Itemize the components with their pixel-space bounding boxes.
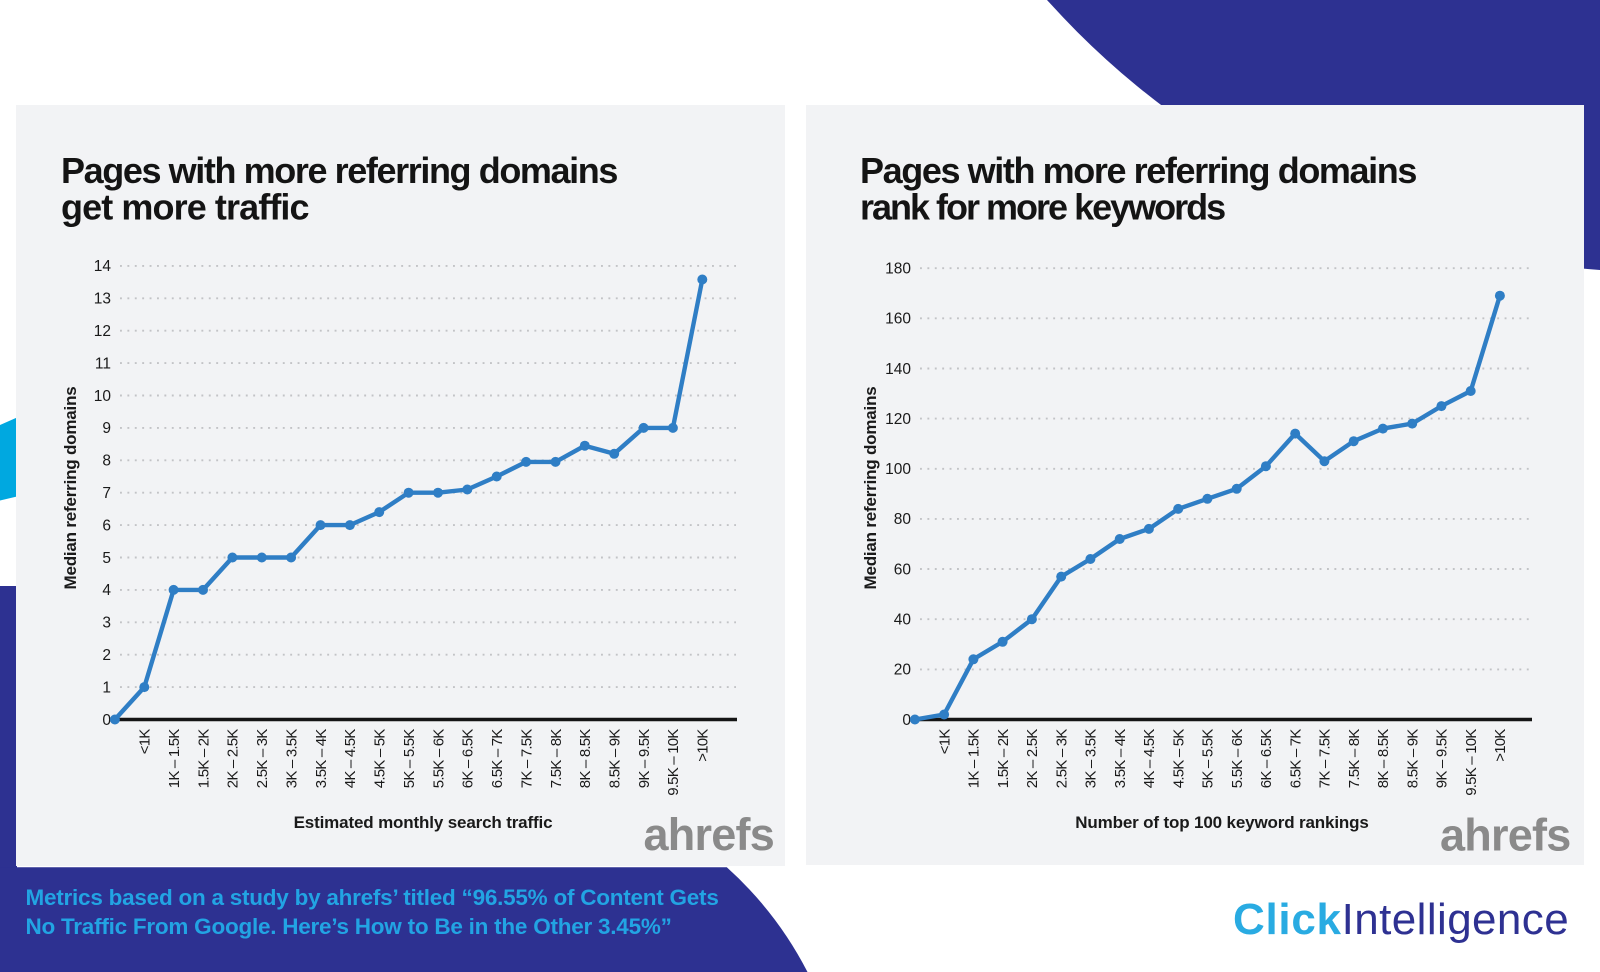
svg-text:40: 40: [894, 612, 912, 629]
svg-text:7.5K – 8K: 7.5K – 8K: [1346, 729, 1363, 788]
svg-text:2: 2: [102, 647, 111, 664]
svg-text:2.5K – 3K: 2.5K – 3K: [254, 729, 271, 788]
svg-text:7.5K – 8K: 7.5K – 8K: [548, 729, 565, 788]
svg-text:8K – 8.5K: 8K – 8.5K: [1375, 729, 1392, 788]
svg-text:11: 11: [95, 355, 111, 372]
svg-text:9.5K – 10K: 9.5K – 10K: [665, 729, 682, 796]
svg-text:6: 6: [102, 517, 111, 534]
svg-text:180: 180: [885, 261, 911, 278]
svg-text:8.5K – 9K: 8.5K – 9K: [607, 729, 624, 788]
svg-text:rank for more keywords: rank for more keywords: [860, 187, 1225, 228]
svg-text:3K – 3.5K: 3K – 3.5K: [1083, 729, 1100, 788]
svg-text:ahrefs: ahrefs: [1440, 810, 1571, 861]
svg-text:3.5K – 4K: 3.5K – 4K: [1112, 729, 1129, 788]
svg-text:0: 0: [102, 712, 111, 729]
svg-text:5.5K – 6K: 5.5K – 6K: [430, 729, 447, 788]
svg-text:Pages with more referring doma: Pages with more referring domains: [61, 150, 617, 191]
svg-text:10: 10: [94, 388, 112, 405]
svg-text:4K – 4.5K: 4K – 4.5K: [1141, 729, 1158, 788]
svg-text:14: 14: [94, 258, 112, 275]
svg-text:9K – 9.5K: 9K – 9.5K: [1434, 729, 1451, 788]
svg-text:3K – 3.5K: 3K – 3.5K: [283, 729, 300, 788]
svg-text:1.5K – 2K: 1.5K – 2K: [995, 729, 1012, 788]
svg-text:Metrics based on a study by ah: Metrics based on a study by ahrefs’ titl…: [26, 885, 719, 910]
svg-text:2K – 2.5K: 2K – 2.5K: [225, 729, 242, 788]
svg-text:5: 5: [102, 550, 111, 567]
svg-text:Number of top 100 keyword rank: Number of top 100 keyword rankings: [1075, 813, 1368, 832]
svg-text:140: 140: [885, 361, 911, 378]
svg-text:1K – 1.5K: 1K – 1.5K: [166, 729, 183, 788]
svg-text:9: 9: [102, 420, 111, 437]
svg-text:120: 120: [885, 411, 911, 428]
svg-text:7K – 7.5K: 7K – 7.5K: [1317, 729, 1334, 788]
svg-text:4K – 4.5K: 4K – 4.5K: [342, 729, 359, 788]
svg-text:60: 60: [894, 561, 912, 578]
svg-text:4.5K – 5K: 4.5K – 5K: [1171, 729, 1188, 788]
svg-text:4: 4: [102, 582, 111, 599]
svg-text:6K – 6.5K: 6K – 6.5K: [1258, 729, 1275, 788]
svg-text:0: 0: [902, 712, 911, 729]
svg-text:<1K: <1K: [137, 729, 154, 755]
svg-text:6K – 6.5K: 6K – 6.5K: [460, 729, 477, 788]
svg-text:3.5K – 4K: 3.5K – 4K: [313, 729, 330, 788]
svg-text:8.5K – 9K: 8.5K – 9K: [1405, 729, 1422, 788]
svg-text:6.5K – 7K: 6.5K – 7K: [1288, 729, 1305, 788]
svg-text:Estimated monthly search traff: Estimated monthly search traffic: [294, 813, 553, 832]
svg-text:7: 7: [102, 485, 111, 502]
svg-text:ahrefs: ahrefs: [644, 809, 775, 860]
svg-text:4.5K – 5K: 4.5K – 5K: [372, 729, 389, 788]
svg-text:1K – 1.5K: 1K – 1.5K: [966, 729, 983, 788]
svg-text:5.5K – 6K: 5.5K – 6K: [1229, 729, 1246, 788]
svg-text:9.5K – 10K: 9.5K – 10K: [1463, 729, 1480, 796]
svg-text:<1K: <1K: [936, 729, 953, 755]
svg-text:80: 80: [894, 511, 912, 528]
svg-text:Pages with more referring doma: Pages with more referring domains: [860, 150, 1416, 191]
svg-text:1.5K – 2K: 1.5K – 2K: [195, 729, 212, 788]
svg-text:2K – 2.5K: 2K – 2.5K: [1024, 729, 1041, 788]
svg-text:100: 100: [885, 461, 911, 478]
svg-text:6.5K – 7K: 6.5K – 7K: [489, 729, 506, 788]
svg-text:20: 20: [894, 662, 912, 679]
svg-text:9K – 9.5K: 9K – 9.5K: [636, 729, 653, 788]
svg-text:12: 12: [94, 323, 111, 340]
svg-text:13: 13: [94, 291, 111, 308]
svg-text:8: 8: [102, 453, 111, 470]
svg-text:get more traffic: get more traffic: [61, 187, 309, 228]
svg-text:2.5K – 3K: 2.5K – 3K: [1054, 729, 1071, 788]
svg-text:8K – 8.5K: 8K – 8.5K: [577, 729, 594, 788]
svg-text:>10K: >10K: [1492, 729, 1509, 762]
svg-text:Median referring domains: Median referring domains: [861, 386, 880, 589]
svg-text:Median referring domains: Median referring domains: [61, 386, 80, 589]
svg-text:3: 3: [102, 615, 111, 632]
svg-text:5K – 5.5K: 5K – 5.5K: [1200, 729, 1217, 788]
svg-text:7K – 7.5K: 7K – 7.5K: [518, 729, 535, 788]
svg-text:5K – 5.5K: 5K – 5.5K: [401, 729, 418, 788]
svg-text:160: 160: [885, 311, 911, 328]
svg-text:1: 1: [102, 679, 111, 696]
svg-text:ClickIntelligence: ClickIntelligence: [1233, 895, 1569, 944]
svg-text:No Traffic From Google. Here’s: No Traffic From Google. Here’s How to Be…: [26, 914, 672, 939]
svg-text:>10K: >10K: [695, 729, 712, 762]
